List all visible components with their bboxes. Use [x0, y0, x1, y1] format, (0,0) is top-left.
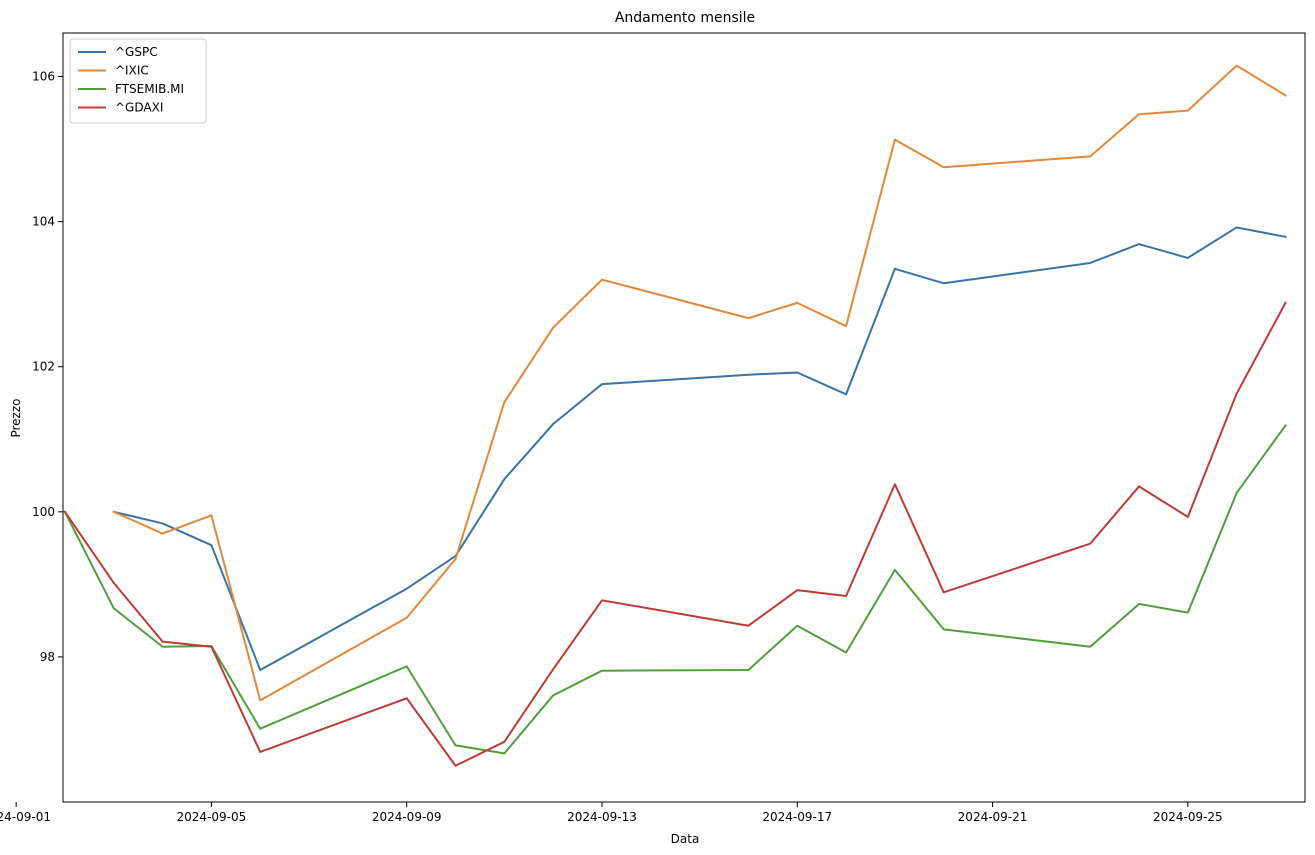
y-tick-label: 104 — [32, 215, 55, 229]
series-line-2 — [63, 424, 1287, 755]
x-tick-label: 2024-09-13 — [567, 810, 637, 824]
axes: 2024-09-01 2024-09-05 2024-09-09 2024-09-13… — [0, 32, 1306, 824]
legend-label: ^GDAXI — [115, 101, 163, 115]
chart-title: Andamento mensile — [615, 10, 755, 26]
x-tick-label: 2024-09-25 — [1153, 810, 1223, 824]
legend-label: ^GSPC — [115, 45, 158, 59]
y-tick-label: 102 — [32, 360, 55, 374]
x-tick-label: 2024-09-17 — [762, 810, 832, 824]
x-tick-label: 2024-09-05 — [177, 810, 247, 824]
y-tick-label: 106 — [32, 70, 55, 84]
legend-box — [69, 38, 207, 124]
y-tick-label: 100 — [32, 505, 55, 519]
plot-frame — [62, 32, 1306, 803]
legend-label: FTSEMIB.MI — [115, 82, 184, 96]
series-line-0 — [112, 226, 1287, 671]
legend: ^GSPC ^IXIC FTSEMIB.MI ^GDAXI — [69, 38, 207, 124]
x-tick-label: 2024-09-21 — [958, 810, 1028, 824]
series-line-3 — [63, 301, 1287, 767]
y-tick-label: 98 — [40, 650, 55, 664]
series-line-1 — [112, 64, 1287, 702]
x-tick-label: 2024-09-01 — [0, 810, 51, 824]
y-axis-label: Prezzo — [9, 398, 23, 437]
legend-label: ^IXIC — [115, 64, 149, 78]
x-tick-label: 2024-09-09 — [372, 810, 442, 824]
series-layer — [63, 64, 1287, 767]
x-axis-label: Data — [671, 832, 700, 846]
